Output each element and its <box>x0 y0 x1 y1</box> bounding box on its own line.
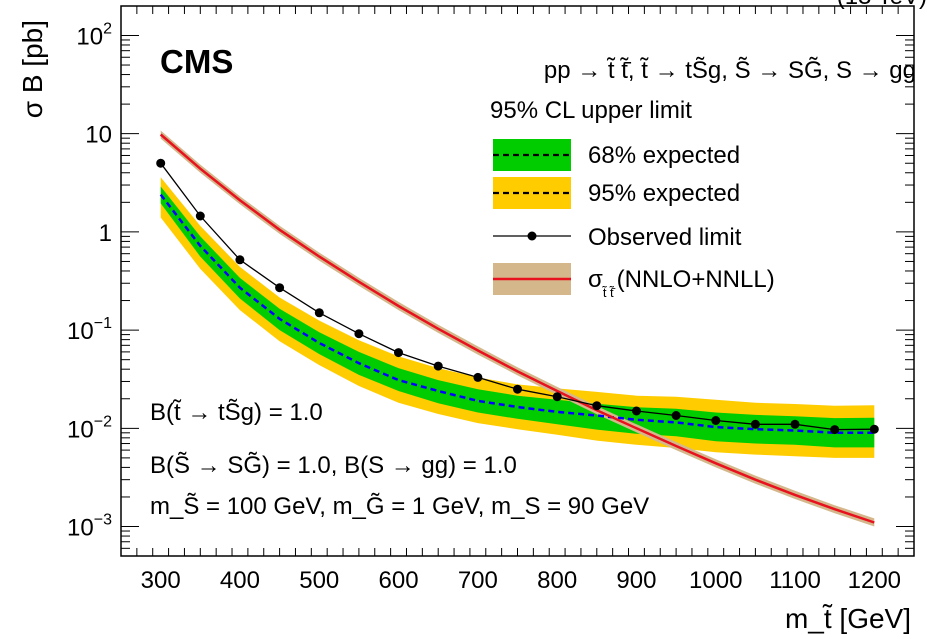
x-tick-label: 500 <box>299 567 339 594</box>
observed-point <box>394 348 403 358</box>
axis-tick-labels: 300 400 500 600 700 800 900 1000 1100 1200 102 10 1 1… <box>67 20 901 594</box>
observed-point <box>750 419 760 429</box>
legend: 95% CL upper limit 68% expected 95% expe… <box>490 97 775 300</box>
legend-header: 95% CL upper limit <box>490 97 692 124</box>
cms-label: CMS <box>160 43 233 80</box>
y-axis-label: σ B [pb] <box>17 20 48 118</box>
annotation-line1: B(t̃ → tS̃g) = 1.0 <box>150 399 323 426</box>
observed-point <box>314 308 324 318</box>
x-tick-label: 400 <box>220 567 260 594</box>
observed-point <box>195 211 205 221</box>
observed-point <box>473 372 483 382</box>
expected-limit-line <box>159 193 875 435</box>
observed-point <box>869 424 879 434</box>
x-tick-label: 600 <box>379 567 419 594</box>
x-tick-label: 700 <box>458 567 498 594</box>
legend-theory-suffix: (NNLO+NNLL) <box>617 266 775 293</box>
x-tick-label: 800 <box>537 567 577 594</box>
y-tick-label: 102 <box>76 20 112 50</box>
top-right-label: (13 TeV) <box>837 0 927 10</box>
observed-point <box>671 411 681 420</box>
x-tick-label: 1100 <box>769 567 821 594</box>
legend-observed-label: Observed limit <box>588 224 742 251</box>
annotation-line2: B(S̃ → SG̃) = 1.0, B(S → gg) = 1.0 <box>150 452 517 479</box>
x-tick-label: 1000 <box>689 567 742 594</box>
x-axis-label: m_t̃ [GeV] <box>785 603 911 634</box>
legend-theory-symbol: σ <box>588 266 603 293</box>
y-tick-label: 10−3 <box>67 512 112 542</box>
observed-point <box>790 419 800 429</box>
observed-point <box>235 255 245 265</box>
observed-point <box>433 361 443 371</box>
observed-point <box>830 425 840 435</box>
limit-curves <box>156 133 879 524</box>
legend-theory-subscript: t̃ t̃̄ <box>601 285 615 300</box>
observed-point <box>552 392 562 402</box>
x-tick-label: 300 <box>141 567 181 594</box>
legend-observed-marker <box>527 231 537 241</box>
legend-95-label: 95% expected <box>588 180 740 207</box>
y-tick-label: 10−1 <box>67 315 112 345</box>
observed-point <box>711 416 721 425</box>
legend-68-label: 68% expected <box>588 142 740 169</box>
y-tick-label: 1 <box>99 220 112 247</box>
x-tick-label: 1200 <box>848 567 901 594</box>
observed-point <box>156 158 166 168</box>
observed-point <box>275 283 285 293</box>
observed-point <box>632 406 641 416</box>
y-tick-label: 10 <box>85 122 112 149</box>
annotation-line3: m_S̃ = 100 GeV, m_G̃ = 1 GeV, m_S = 90 G… <box>150 493 649 520</box>
legend-theory-label: σt̃ t̃̄ (NNLO+NNLL) <box>588 266 775 300</box>
observed-point <box>354 329 364 339</box>
band-68-expected <box>160 186 875 448</box>
theory-cross-section-line <box>159 133 875 524</box>
process-label: pp → t̃ t̃̄, t̃ → tS̃g, S̃ → SG̃, S → gg <box>544 57 916 84</box>
observed-point <box>592 401 602 411</box>
y-tick-label: 10−2 <box>67 413 112 443</box>
x-tick-label: 900 <box>616 567 656 594</box>
axis-ticks <box>120 6 915 556</box>
observed-point <box>513 384 522 394</box>
